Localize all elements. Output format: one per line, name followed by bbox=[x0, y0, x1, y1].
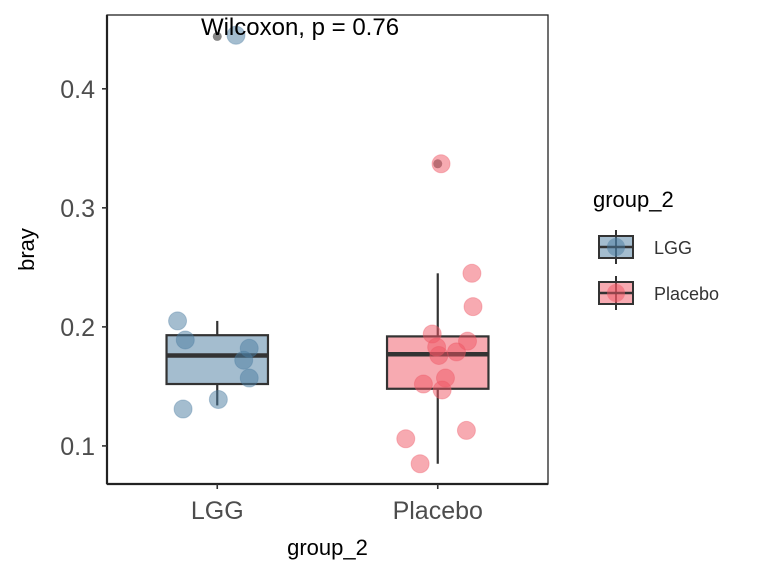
y-tick-label: 0.2 bbox=[60, 314, 95, 342]
data-point-placebo bbox=[458, 331, 478, 351]
legend-title: group_2 bbox=[593, 187, 674, 212]
x-tick-label: Placebo bbox=[393, 497, 483, 525]
x-tick-label: LGG bbox=[191, 497, 244, 525]
data-point-placebo bbox=[429, 345, 449, 365]
legend-key-point bbox=[607, 238, 625, 256]
data-point-placebo bbox=[463, 297, 483, 317]
data-point-lgg bbox=[239, 368, 259, 388]
data-point-placebo bbox=[462, 263, 482, 283]
legend: group_2 LGG Placebo bbox=[593, 187, 719, 310]
legend-label-lgg: LGG bbox=[654, 238, 692, 258]
data-point-placebo bbox=[456, 420, 476, 440]
data-point-placebo bbox=[410, 454, 430, 474]
plot-area bbox=[106, 14, 549, 485]
data-point-lgg bbox=[173, 399, 193, 419]
data-point-lgg bbox=[208, 389, 228, 409]
data-point-placebo bbox=[446, 342, 466, 362]
y-tick-label: 0.1 bbox=[60, 433, 95, 461]
x-axis-title: group_2 bbox=[287, 535, 368, 560]
data-point-lgg bbox=[234, 350, 254, 370]
legend-key-placebo bbox=[598, 276, 634, 310]
legend-label-placebo: Placebo bbox=[654, 284, 719, 304]
data-point-placebo bbox=[396, 429, 416, 449]
data-point-placebo bbox=[432, 380, 452, 400]
data-point-lgg bbox=[226, 25, 246, 45]
wilcoxon-annotation: Wilcoxon, p = 0.76 bbox=[201, 14, 399, 41]
y-axis-title: bray bbox=[14, 228, 39, 271]
data-point-lgg bbox=[168, 311, 188, 331]
data-point-placebo bbox=[413, 374, 433, 394]
y-tick-label: 0.4 bbox=[60, 76, 95, 104]
panel-border bbox=[106, 14, 549, 485]
axes: 0.1 0.2 0.3 0.4 LGG Placebo bbox=[60, 15, 548, 525]
legend-key-lgg bbox=[598, 230, 634, 264]
legend-key-point bbox=[607, 284, 625, 302]
data-point-placebo bbox=[431, 154, 451, 174]
outlier-point bbox=[212, 31, 222, 41]
y-tick-label: 0.3 bbox=[60, 195, 95, 223]
data-point-lgg bbox=[175, 330, 195, 350]
